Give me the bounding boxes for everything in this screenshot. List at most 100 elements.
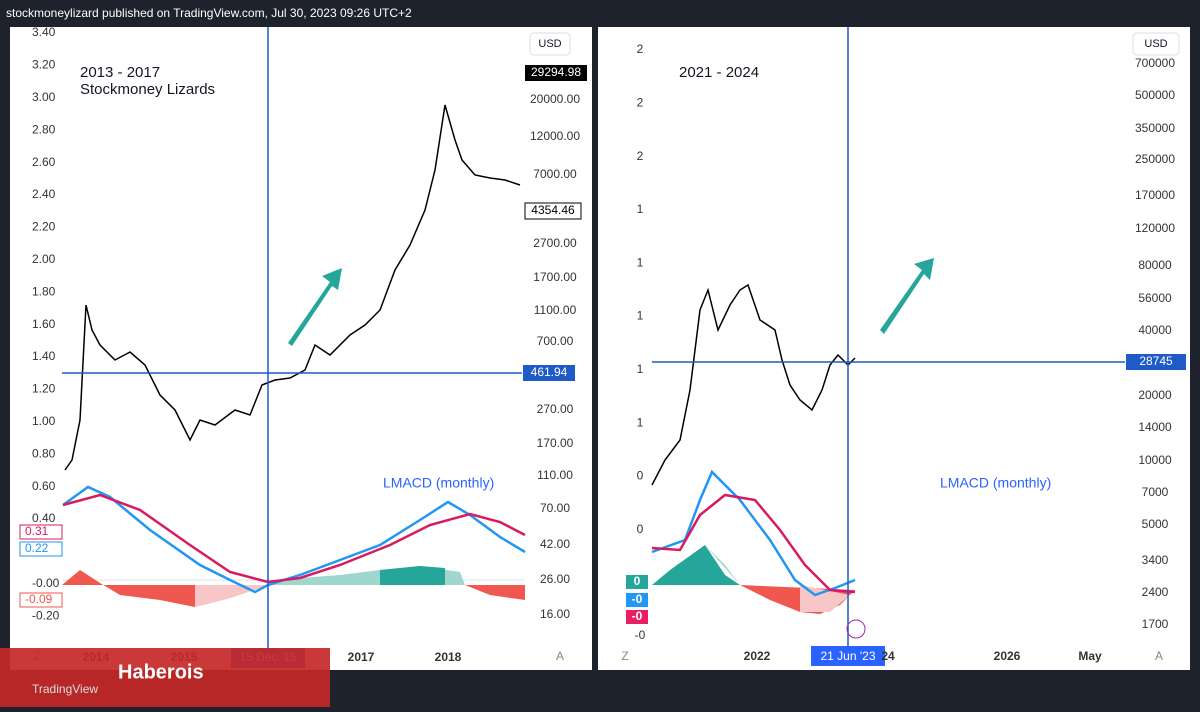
indicator-value: 0 <box>634 574 641 588</box>
right-axis-label: 7000 <box>1142 485 1169 499</box>
right-axis-label: 500000 <box>1135 88 1175 102</box>
indicator-value: -0.09 <box>25 592 53 606</box>
left-axis-label: 3.40 <box>32 25 56 39</box>
right-axis-label: 5000 <box>1142 517 1169 531</box>
left-axis-label: 1.00 <box>32 414 56 428</box>
left-axis-label: 1 <box>637 415 644 429</box>
left-axis-label: 0.80 <box>32 446 56 460</box>
currency-box <box>529 32 571 56</box>
left-axis-label: 0.40 <box>32 511 56 525</box>
left-axis-label: 1.40 <box>32 349 56 363</box>
currency-box <box>1132 32 1180 56</box>
left-axis-label: 3.20 <box>32 58 56 72</box>
left-axis-label: 1 <box>637 362 644 376</box>
left-axis-label: 1 <box>637 255 644 269</box>
x-axis-label: 21 Jun '23 <box>820 649 875 663</box>
right-drawings <box>651 27 1125 648</box>
left-axis-label: 1 <box>637 202 644 216</box>
price-tag-box <box>523 365 575 381</box>
indicator-value-box <box>19 541 63 557</box>
left-axis-label: 1.60 <box>32 317 56 331</box>
right-axis-label: 40000 <box>1138 323 1172 337</box>
right-axis-label: 2700.00 <box>533 236 577 250</box>
right-axis-label: 70.00 <box>540 501 570 515</box>
button[interactable]: Z <box>621 649 628 663</box>
left-axis-label: -0.20 <box>32 608 60 622</box>
overlay-brand: TradingView <box>32 682 98 696</box>
overlay-name: Haberois <box>118 661 204 683</box>
right-axis-label: 2400 <box>1142 585 1169 599</box>
currency: USD <box>1144 38 1167 50</box>
right-axis-label: 170000 <box>1135 188 1175 202</box>
right-axis-label: 20000 <box>1138 388 1172 402</box>
button[interactable]: A <box>1155 649 1163 663</box>
chart-subtitle: Stockmoney Lizards <box>80 81 215 98</box>
left-axis-label: 1.20 <box>32 382 56 396</box>
left-panel <box>10 27 592 670</box>
right-axis-label: 56000 <box>1138 291 1172 305</box>
right-axis-label: 250000 <box>1135 152 1175 166</box>
left-axis-label: 2 <box>637 42 644 56</box>
crosshair-date-box <box>811 646 885 666</box>
right-axis-label: 10000 <box>1138 453 1172 467</box>
indicator-value-box <box>19 592 63 608</box>
header: stockmoneylizard published on TradingVie… <box>6 6 412 20</box>
x-axis-label: 2017 <box>348 650 375 664</box>
indicator-value-box <box>19 524 63 540</box>
price-tag-box <box>1126 354 1186 370</box>
right-axis-label: 700000 <box>1135 56 1175 70</box>
x-axis-label: 2026 <box>994 649 1021 663</box>
right-axis-label: 170.00 <box>537 436 574 450</box>
indicator-value: -0 <box>632 592 643 606</box>
left-axis-label: -0.00 <box>32 576 60 590</box>
left-axis-label: 1.80 <box>32 284 56 298</box>
left-axis-label: 2.80 <box>32 122 56 136</box>
right-axis-label: 16.00 <box>540 607 570 621</box>
indicator-value-box <box>626 575 648 589</box>
indicator-label: LMACD (monthly) <box>940 475 1051 491</box>
right-axis-label: 120000 <box>1135 221 1175 235</box>
right-axis-label: 80000 <box>1138 258 1172 272</box>
left-drawings <box>62 27 526 648</box>
button[interactable]: A <box>556 649 564 663</box>
right-axis-label: 700.00 <box>537 334 574 348</box>
left-axis-label: 0.60 <box>32 479 56 493</box>
indicator-value-box <box>626 593 648 607</box>
left-axis-label: 2.60 <box>32 155 56 169</box>
price-tag: 461.94 <box>531 365 568 379</box>
indicator-label: LMACD (monthly) <box>383 475 494 491</box>
right-axis-label: 1700.00 <box>533 270 577 284</box>
left-axis-label: 2.40 <box>32 187 56 201</box>
right-axis-label: 7000.00 <box>533 167 577 181</box>
left-axis-label: 2 <box>637 149 644 163</box>
left-axis-label: 1 <box>637 309 644 323</box>
right-axis-label: 14000 <box>1138 420 1172 434</box>
right-axis-label: 350000 <box>1135 121 1175 135</box>
chart-title: 2013 - 2017 <box>80 64 160 81</box>
right-axis-label: 1700 <box>1142 617 1169 631</box>
right-axis-label: 3400 <box>1142 553 1169 567</box>
indicator-value: 0.31 <box>25 524 49 538</box>
price-tag: 4354.46 <box>531 203 575 217</box>
right-axis-label: 1100.00 <box>534 303 577 317</box>
x-axis-label: 2022 <box>744 649 771 663</box>
left-axis-label: 2.20 <box>32 220 56 234</box>
left-axis-label: 2 <box>637 95 644 109</box>
right-axis-label: 110.00 <box>537 468 573 482</box>
right-axis-label: 26.00 <box>540 572 570 586</box>
x-axis-label: 2018 <box>435 650 462 664</box>
left-axis-label: 3.00 <box>32 90 56 104</box>
left-axis-label: 0 <box>637 522 644 536</box>
left-axis-label: -0 <box>635 628 646 642</box>
indicator-value-box <box>626 610 648 624</box>
left-axis-label: 2.00 <box>32 252 56 266</box>
right-axis-label: 20000.00 <box>530 92 580 106</box>
overlay-banner <box>0 648 330 707</box>
currency: USD <box>538 38 561 50</box>
price-tag: 29294.98 <box>531 65 581 79</box>
price-tag-box <box>525 65 587 81</box>
price-tag-box <box>524 202 582 220</box>
left-axis-label: 0 <box>637 469 644 483</box>
